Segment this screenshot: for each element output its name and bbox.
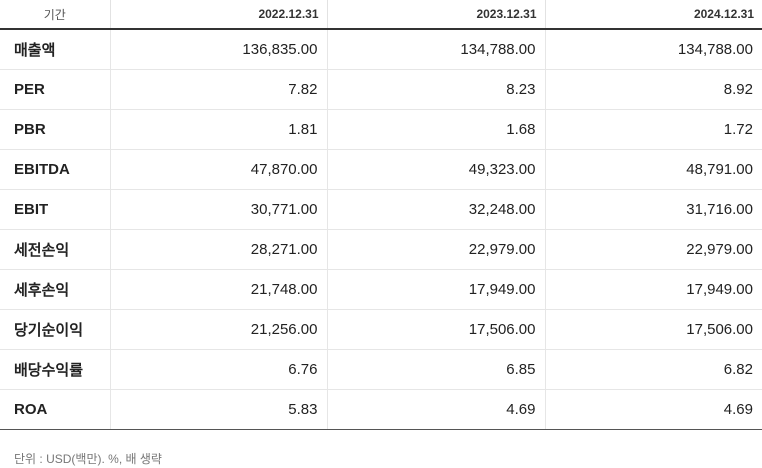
cell-value: 4.69 <box>545 389 762 430</box>
table-row: PBR 1.81 1.68 1.72 <box>0 109 762 150</box>
cell-value: 47,870.00 <box>110 149 328 190</box>
cell-value: 22,979.00 <box>327 229 546 270</box>
cell-value: 1.81 <box>110 109 328 150</box>
cell-value: 21,256.00 <box>110 309 328 350</box>
cell-value: 48,791.00 <box>545 149 762 190</box>
table-row: PER 7.82 8.23 8.92 <box>0 69 762 110</box>
cell-value: 136,835.00 <box>110 29 328 70</box>
cell-value: 6.82 <box>545 349 762 390</box>
cell-value: 21,748.00 <box>110 269 328 310</box>
cell-value: 49,323.00 <box>327 149 546 190</box>
table-row: EBITDA 47,870.00 49,323.00 48,791.00 <box>0 149 762 190</box>
cell-value: 6.76 <box>110 349 328 390</box>
row-label-aftertax-income: 세후손익 <box>0 269 111 310</box>
row-label-ebit: EBIT <box>0 189 111 230</box>
cell-value: 134,788.00 <box>545 29 762 70</box>
row-label-per: PER <box>0 69 111 110</box>
table-row: 배당수익률 6.76 6.85 6.82 <box>0 349 762 390</box>
cell-value: 5.83 <box>110 389 328 430</box>
cell-value: 4.69 <box>327 389 546 430</box>
row-label-net-income: 당기순이익 <box>0 309 111 350</box>
cell-value: 32,248.00 <box>327 189 546 230</box>
table-row: 세후손익 21,748.00 17,949.00 17,949.00 <box>0 269 762 310</box>
table-row: 세전손익 28,271.00 22,979.00 22,979.00 <box>0 229 762 270</box>
cell-value: 30,771.00 <box>110 189 328 230</box>
cell-value: 17,506.00 <box>327 309 546 350</box>
row-label-pbr: PBR <box>0 109 111 150</box>
cell-value: 22,979.00 <box>545 229 762 270</box>
cell-value: 1.68 <box>327 109 546 150</box>
cell-value: 8.92 <box>545 69 762 110</box>
row-label-pretax-income: 세전손익 <box>0 229 111 270</box>
cell-value: 7.82 <box>110 69 328 110</box>
cell-value: 17,949.00 <box>327 269 546 310</box>
table-row: ROA 5.83 4.69 4.69 <box>0 389 762 430</box>
header-period-2023: 2023.12.31 <box>327 0 546 30</box>
cell-value: 6.85 <box>327 349 546 390</box>
row-label-dividend-yield: 배당수익률 <box>0 349 111 390</box>
table-row: 당기순이익 21,256.00 17,506.00 17,506.00 <box>0 309 762 350</box>
table-row: 매출액 136,835.00 134,788.00 134,788.00 <box>0 29 762 70</box>
cell-value: 1.72 <box>545 109 762 150</box>
table-row: EBIT 30,771.00 32,248.00 31,716.00 <box>0 189 762 230</box>
row-label-ebitda: EBITDA <box>0 149 111 190</box>
header-period-2022: 2022.12.31 <box>110 0 328 30</box>
cell-value: 31,716.00 <box>545 189 762 230</box>
financial-table: 기간 2022.12.31 2023.12.31 2024.12.31 매출액 … <box>0 0 762 430</box>
row-label-roa: ROA <box>0 389 111 430</box>
cell-value: 17,506.00 <box>545 309 762 350</box>
cell-value: 28,271.00 <box>110 229 328 270</box>
cell-value: 134,788.00 <box>327 29 546 70</box>
cell-value: 17,949.00 <box>545 269 762 310</box>
cell-value: 8.23 <box>327 69 546 110</box>
unit-note: 단위 : USD(백만). %, 배 생략 <box>14 452 162 466</box>
header-period-2024: 2024.12.31 <box>545 0 762 30</box>
header-period-label: 기간 <box>0 0 111 30</box>
row-label-revenue: 매출액 <box>0 29 111 70</box>
table-header-row: 기간 2022.12.31 2023.12.31 2024.12.31 <box>0 0 762 30</box>
